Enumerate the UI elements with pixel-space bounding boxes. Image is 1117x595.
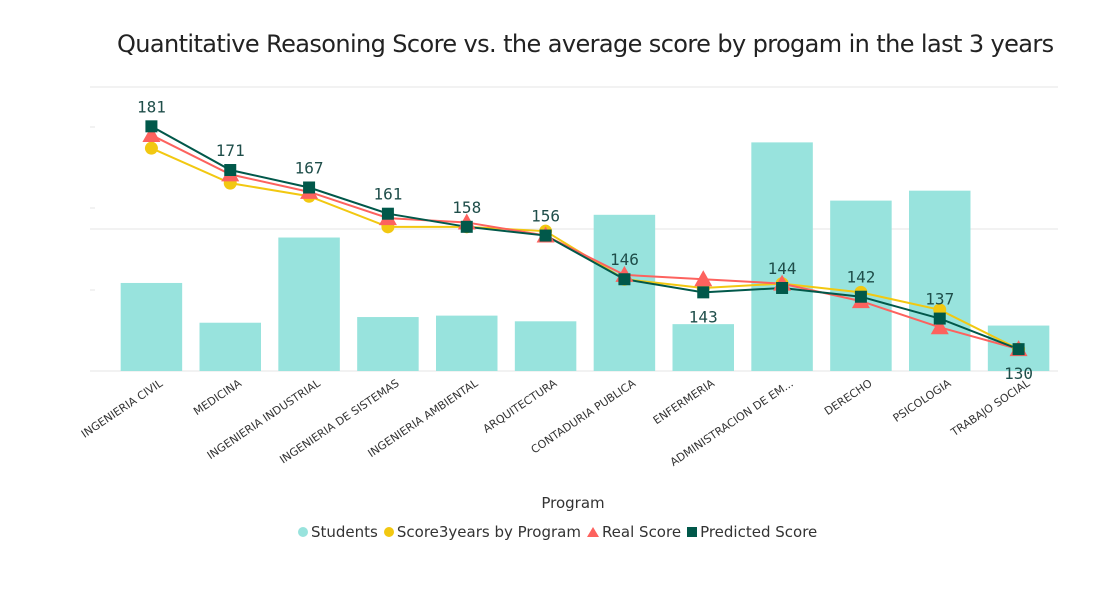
bar-students[interactable]: [199, 322, 261, 371]
legend-circle-icon: [383, 527, 394, 537]
marker-predicted-score[interactable]: [460, 220, 473, 233]
marker-score3years-by-program[interactable]: [144, 141, 158, 155]
data-label: 171: [216, 141, 245, 160]
bar-students[interactable]: [514, 321, 577, 371]
marker-predicted-score[interactable]: [776, 281, 789, 294]
marker-predicted-score[interactable]: [854, 290, 867, 303]
x-tick-label: TRABAJO SOCIAL: [948, 376, 1033, 439]
marker-predicted-score[interactable]: [539, 229, 552, 242]
bar-students[interactable]: [357, 317, 419, 371]
bar-series: [120, 142, 1050, 371]
data-label: 161: [373, 185, 402, 204]
series-line-real-score: [150, 134, 1019, 351]
markers: [142, 120, 1028, 357]
data-label: 144: [768, 259, 797, 278]
x-tick-label: ADMINISTRACION DE EM...: [668, 377, 796, 469]
legend-item[interactable]: Predicted Score: [687, 523, 817, 541]
legend-label: Score3years by Program: [396, 523, 581, 541]
marker-predicted-score[interactable]: [618, 273, 631, 286]
legend-triangle-icon: [586, 527, 599, 537]
legend-item[interactable]: Real Score: [586, 523, 682, 541]
marker-predicted-score[interactable]: [1012, 343, 1025, 356]
data-label: 130: [1004, 364, 1033, 383]
marker-predicted-score[interactable]: [224, 164, 237, 177]
data-label: 137: [925, 290, 954, 309]
marker-predicted-score[interactable]: [697, 286, 710, 299]
data-label: 142: [846, 268, 875, 287]
marker-predicted-score[interactable]: [933, 312, 946, 325]
bar-students[interactable]: [120, 282, 183, 371]
bar-students[interactable]: [593, 214, 656, 371]
legend-label: Students: [311, 523, 378, 541]
legend-item[interactable]: Score3years by Program: [383, 523, 581, 541]
data-label: 158: [452, 198, 481, 217]
marker-real-score[interactable]: [930, 318, 949, 335]
marker-real-score[interactable]: [694, 270, 713, 287]
x-tick-label: INGENIERIA CIVIL: [79, 376, 166, 440]
data-label: 146: [610, 250, 639, 269]
marker-predicted-score[interactable]: [303, 181, 316, 194]
legend-square-icon: [687, 527, 698, 537]
bar-students[interactable]: [830, 200, 892, 371]
x-tick-label: ARQUITECTURA: [481, 376, 560, 435]
data-label: 181: [137, 97, 166, 116]
legend-item[interactable]: Students: [298, 523, 378, 541]
data-label: 156: [531, 207, 560, 226]
legend-label: Predicted Score: [700, 523, 818, 541]
marker-predicted-score[interactable]: [145, 120, 158, 133]
data-label: 143: [689, 307, 718, 326]
bar-students[interactable]: [909, 190, 971, 371]
legend-circle-icon: [298, 527, 308, 537]
data-labels: 181 171 167 161 158 156 146 143 144 142 137 130: [137, 97, 1033, 383]
bar-students[interactable]: [751, 142, 813, 371]
x-axis-title: Program: [541, 494, 604, 512]
x-tick-label: PSICOLOGIA: [891, 376, 954, 424]
bar-students[interactable]: [278, 237, 340, 371]
line-series: [150, 125, 1020, 351]
series-line-predicted-score: [150, 125, 1019, 351]
bar-students[interactable]: [672, 324, 734, 371]
marker-real-score[interactable]: [142, 126, 161, 143]
marker-predicted-score[interactable]: [381, 207, 394, 220]
legend: Students Score3years by Program Real Score…: [298, 522, 823, 542]
chart-title: Quantitative Reasoning Score vs. the ave…: [117, 30, 1054, 58]
legend-label: Real Score: [601, 523, 682, 541]
x-tick-label: MEDICINA: [191, 376, 244, 418]
bar-students[interactable]: [436, 315, 498, 371]
x-tick-label: DERECHO: [822, 377, 875, 419]
x-tick-label: ENFERMERIA: [651, 376, 717, 427]
data-label: 167: [295, 158, 324, 177]
